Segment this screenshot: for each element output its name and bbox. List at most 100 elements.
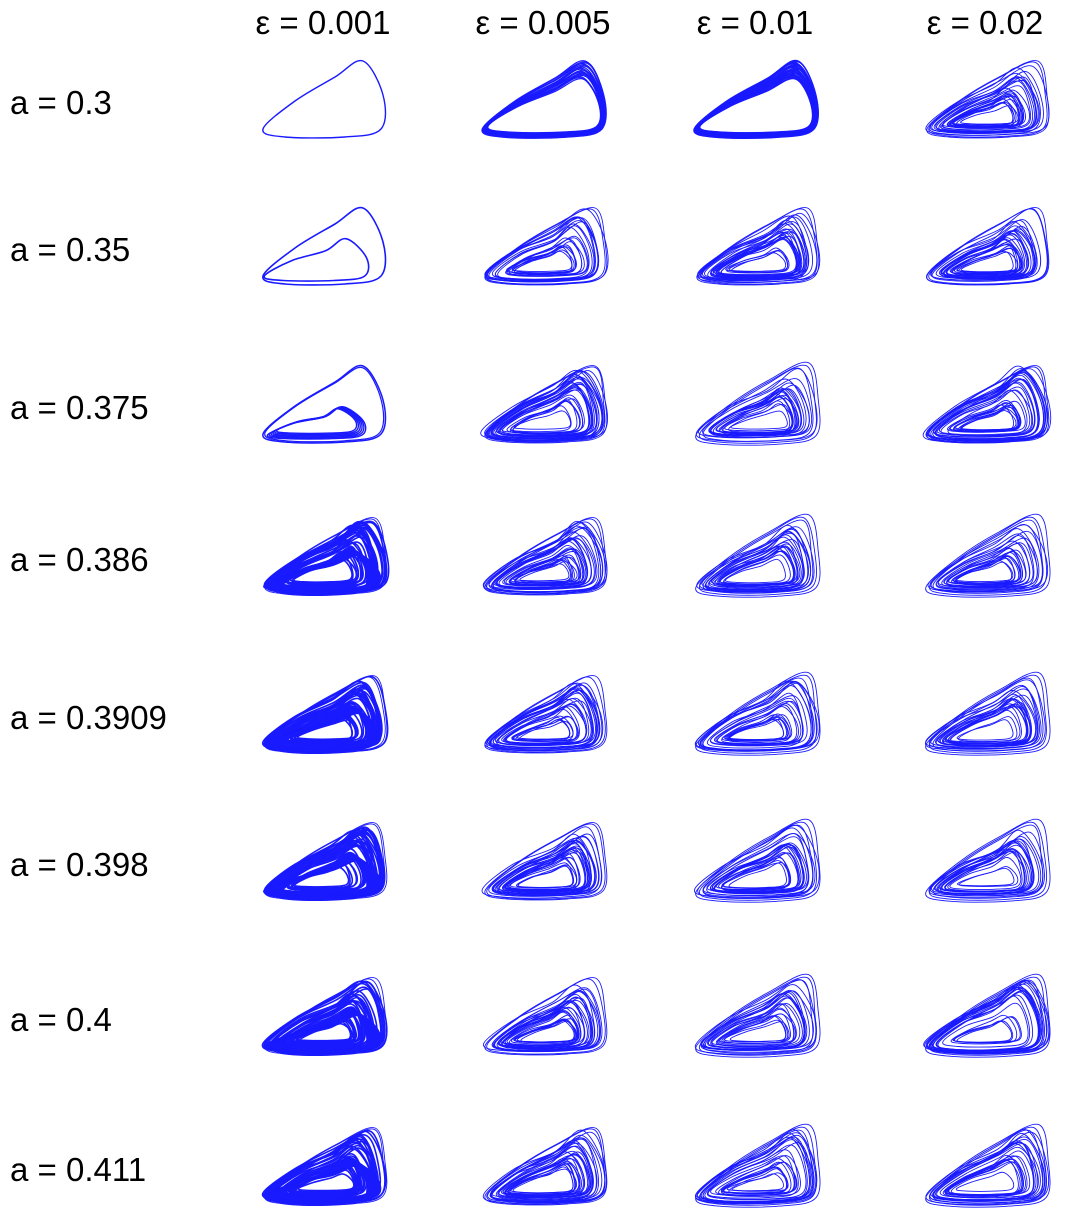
trajectory-loop (706, 1144, 807, 1200)
attractor-trajectory (926, 207, 1050, 286)
attractor-trajectory (923, 973, 1051, 1058)
trajectory-loop (509, 1011, 579, 1046)
trajectory-loop (926, 980, 1051, 1054)
attractor-panel-r1-c2 (473, 51, 613, 151)
trajectory-loop (724, 1019, 787, 1043)
trajectory-loop (728, 403, 794, 433)
trajectory-loop (513, 246, 577, 275)
trajectory-loop (276, 1006, 369, 1056)
attractor-plot (480, 365, 608, 444)
trajectory-loop (498, 698, 592, 746)
attractor-panel-r8-c1 (253, 1118, 393, 1218)
trajectory-loop (949, 857, 1022, 890)
attractor-plot (481, 822, 608, 901)
attractor-panel-r3-c3 (685, 356, 825, 456)
trajectory-loop (490, 378, 595, 440)
attractor-plot (482, 517, 608, 596)
trajectory-loop (943, 547, 1023, 587)
attractor-plot (262, 206, 387, 286)
trajectory-loop (721, 714, 787, 742)
attractor-panel-r6-c4 (915, 813, 1055, 913)
trajectory-loop (947, 704, 1032, 745)
trajectory-loop (949, 704, 1028, 746)
trajectory-loop (930, 987, 1041, 1052)
trajectory-loop (695, 368, 818, 442)
attractor-panel-r2-c2 (473, 198, 613, 298)
trajectory-loop (707, 530, 811, 592)
attractor-panel-r5-c2 (473, 666, 613, 766)
attractor-plot (694, 671, 821, 756)
attractor-plot (925, 513, 1051, 598)
trajectory-loop (724, 718, 784, 741)
attractor-plot (695, 1123, 821, 1208)
attractor-trajectory (925, 1123, 1051, 1208)
trajectory-loop (725, 558, 786, 584)
trajectory-loop (936, 839, 1035, 895)
trajectory-loop (517, 865, 575, 888)
trajectory-loop (695, 513, 821, 598)
trajectory-loop (697, 215, 808, 284)
trajectory-loop (945, 237, 1024, 277)
attractor-trajectory (696, 207, 821, 286)
trajectory-loop (508, 237, 588, 277)
attractor-trajectory (262, 59, 387, 139)
attractor-panel-r3-c2 (473, 356, 613, 456)
trajectory-loop (280, 545, 362, 588)
trajectory-loop (950, 1161, 1024, 1196)
column-header-eps-0.001: ε = 0.001 (255, 4, 391, 41)
attractor-trajectory (922, 365, 1052, 444)
attractor-trajectory (263, 822, 388, 901)
attractor-trajectory (925, 818, 1051, 903)
trajectory-loop (483, 67, 605, 137)
attractor-trajectory (481, 822, 608, 901)
attractor-plot (262, 59, 387, 139)
attractor-plot (695, 513, 821, 598)
attractor-panel-r4-c2 (473, 508, 613, 608)
trajectory-loop (490, 691, 594, 748)
trajectory-loop (495, 1142, 598, 1201)
attractor-panel-r3-c1 (253, 356, 393, 456)
attractor-panel-r7-c3 (685, 968, 825, 1068)
trajectory-loop (484, 977, 608, 1056)
trajectory-loop (720, 1161, 792, 1196)
attractor-plot (482, 1127, 608, 1206)
trajectory-loop (488, 684, 600, 751)
trajectory-loop (928, 61, 1048, 138)
trajectory-loop (960, 251, 1019, 273)
trajectory-loop (503, 1006, 582, 1047)
trajectory-loop (937, 836, 1042, 897)
attractor-plot (923, 973, 1051, 1058)
trajectory-loop (699, 219, 810, 281)
trajectory-loop (729, 718, 789, 740)
attractor-trajectory (925, 671, 1051, 756)
trajectory-loop (695, 680, 815, 751)
trajectory-loop (486, 366, 606, 443)
trajectory-loop (510, 558, 572, 584)
trajectory-loop (483, 984, 601, 1053)
trajectory-loop (701, 531, 809, 590)
trajectory-loop (485, 71, 604, 136)
trajectory-loop (488, 374, 600, 441)
attractor-plot (262, 364, 387, 444)
attractor-trajectory (925, 60, 1050, 139)
attractor-panel-r4-c3 (685, 508, 825, 608)
trajectory-loop (928, 208, 1048, 285)
trajectory-loop (503, 700, 593, 745)
row-label-a-0.3909: a = 0.3909 (10, 699, 167, 736)
trajectory-loop (926, 986, 1041, 1052)
attractor-trajectory (484, 207, 609, 286)
trajectory-loop (925, 973, 1051, 1058)
attractor-trajectory (694, 973, 821, 1058)
trajectory-loop (700, 984, 817, 1053)
trajectory-loop (501, 997, 594, 1050)
trajectory-loop (715, 547, 795, 586)
trajectory-loop (925, 67, 1041, 136)
trajectory-loop (508, 245, 577, 274)
trajectory-loop (942, 1154, 1024, 1198)
trajectory-loop (931, 220, 1035, 282)
trajectory-loop (486, 370, 604, 442)
trajectory-loop (484, 822, 608, 901)
trajectory-loop (702, 979, 814, 1054)
trajectory-loop (695, 973, 821, 1058)
